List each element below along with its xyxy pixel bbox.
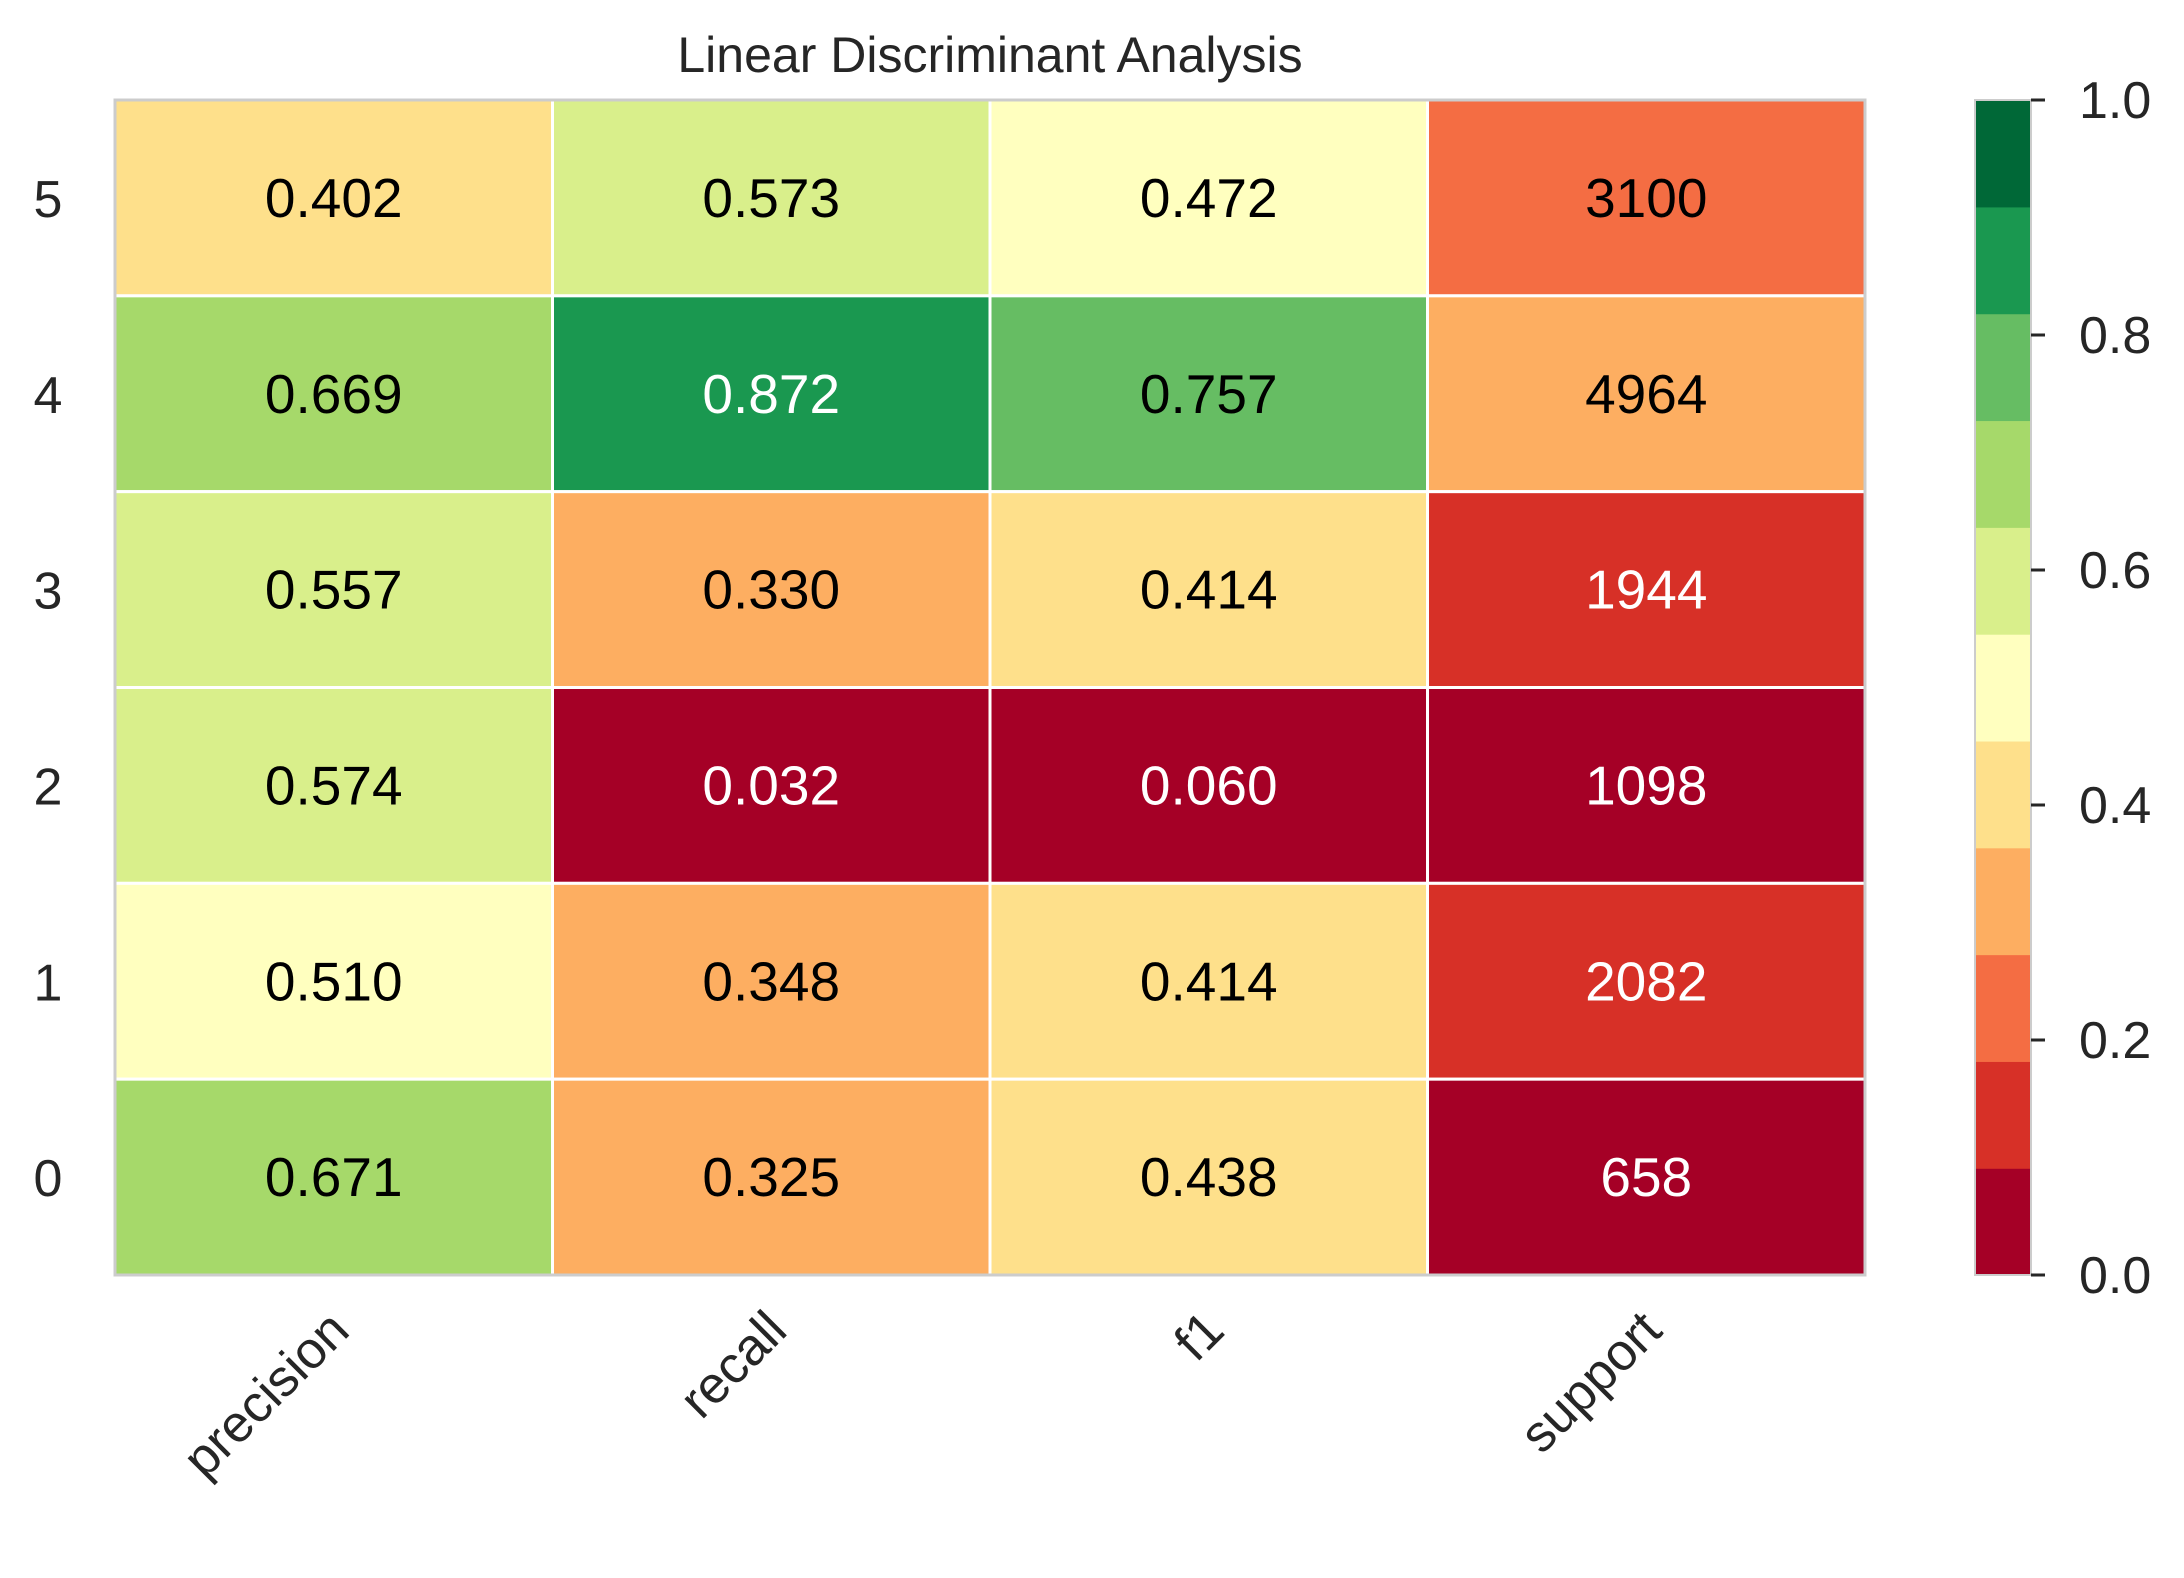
colorbar-segment bbox=[1975, 420, 2031, 528]
cell-value-label: 2082 bbox=[1585, 950, 1707, 1012]
colorbar-segment bbox=[1975, 206, 2031, 315]
colorbar-tick-label: 0.0 bbox=[2079, 1247, 2151, 1305]
cell-value-label: 0.472 bbox=[1140, 167, 1278, 229]
cell-value-label: 0.557 bbox=[265, 559, 403, 621]
cell-value-label: 0.438 bbox=[1140, 1146, 1278, 1208]
cell-value-label: 0.574 bbox=[265, 754, 403, 816]
cell-value-label: 0.872 bbox=[702, 363, 840, 425]
y-tick-label: 5 bbox=[34, 171, 63, 229]
cell-labels: 0.402 0.573 0.472 3100 0.669 0.872 0.757 4964 0.… bbox=[265, 167, 1708, 1208]
cell-value-label: 0.348 bbox=[702, 950, 840, 1012]
heatmap-cells bbox=[113, 98, 1867, 1277]
cell-value-label: 0.757 bbox=[1140, 363, 1278, 425]
heatmap-cell-4-f1 bbox=[988, 294, 1429, 494]
colorbar-frame bbox=[1974, 99, 2032, 1276]
y-tick-label: 1 bbox=[34, 954, 63, 1012]
cell-value-label: 0.325 bbox=[702, 1146, 840, 1208]
heatmap-cell-3-support bbox=[1426, 490, 1867, 689]
cell-value-label: 0.330 bbox=[702, 559, 840, 621]
heatmap-cell-0-precision bbox=[113, 1077, 554, 1277]
cell-value-label: 0.510 bbox=[265, 950, 403, 1012]
chart-title: Linear Discriminant Analysis bbox=[677, 27, 1302, 83]
heatmap-cell-5-precision bbox=[113, 98, 554, 298]
cell-value-label: 0.414 bbox=[1140, 950, 1278, 1012]
cell-value-label: 0.060 bbox=[1140, 754, 1278, 816]
colorbar-tick-label: 0.8 bbox=[2079, 307, 2151, 365]
heatmap-cell-3-recall bbox=[551, 490, 992, 689]
y-tick-label: 4 bbox=[34, 367, 63, 425]
colorbar-segment bbox=[1975, 1168, 2031, 1276]
colorbar-segment bbox=[1975, 100, 2031, 208]
colorbar-tick-label: 1.0 bbox=[2079, 72, 2151, 130]
cell-value-label: 0.032 bbox=[702, 754, 840, 816]
y-tick-label: 0 bbox=[34, 1150, 63, 1208]
cell-value-label: 1944 bbox=[1585, 559, 1707, 621]
heatmap-cell-2-support bbox=[1426, 686, 1867, 885]
heatmap-cell-1-f1 bbox=[988, 881, 1429, 1081]
plot-frame bbox=[113, 98, 1867, 1277]
colorbar-tick-label: 0.4 bbox=[2079, 777, 2151, 835]
cell-value-label: 0.573 bbox=[702, 167, 840, 229]
cell-value-label: 0.402 bbox=[265, 167, 403, 229]
colorbar-segment bbox=[1975, 954, 2031, 1062]
cell-value-label: 1098 bbox=[1585, 754, 1707, 816]
heatmap-cell-0-f1 bbox=[988, 1077, 1429, 1277]
heatmap-cell-1-recall bbox=[551, 881, 992, 1081]
colorbar-segment bbox=[1975, 527, 2031, 635]
y-tick-label: 2 bbox=[34, 758, 63, 816]
y-tick-label: 3 bbox=[34, 563, 63, 621]
colorbar-tick-label: 0.6 bbox=[2079, 542, 2151, 600]
colorbar-segment bbox=[1975, 1061, 2031, 1169]
cell-value-label: 0.671 bbox=[265, 1146, 403, 1208]
y-tick-labels: 5 4 3 2 1 0 bbox=[34, 171, 63, 1208]
heatmap-cell-5-support bbox=[1426, 98, 1867, 298]
colorbar-segment bbox=[1975, 313, 2031, 422]
colorbar: 0.0 0.2 0.4 0.6 0.8 1.0 bbox=[1974, 72, 2151, 1305]
cell-value-label: 658 bbox=[1600, 1146, 1692, 1208]
heatmap-cell-2-precision bbox=[113, 686, 554, 885]
colorbar-segment bbox=[1975, 847, 2031, 956]
colorbar-tick-label: 0.2 bbox=[2079, 1012, 2151, 1070]
heatmap-cell-1-precision bbox=[113, 881, 554, 1081]
cell-value-label: 3100 bbox=[1585, 167, 1707, 229]
heatmap-cell-0-support bbox=[1426, 1077, 1867, 1277]
heatmap-cell-2-f1 bbox=[988, 686, 1429, 885]
heatmap-cell-2-recall bbox=[551, 686, 992, 885]
cell-value-label: 4964 bbox=[1585, 363, 1707, 425]
heatmap-cell-0-recall bbox=[551, 1077, 992, 1277]
heatmap-cell-4-support bbox=[1426, 294, 1867, 494]
colorbar-segment bbox=[1975, 634, 2031, 742]
colorbar-segment bbox=[1975, 740, 2031, 849]
cell-value-label: 0.414 bbox=[1140, 559, 1278, 621]
cell-value-label: 0.669 bbox=[265, 363, 403, 425]
heatmap-cell-1-support bbox=[1426, 881, 1867, 1081]
heatmap-cell-5-f1 bbox=[988, 98, 1429, 298]
